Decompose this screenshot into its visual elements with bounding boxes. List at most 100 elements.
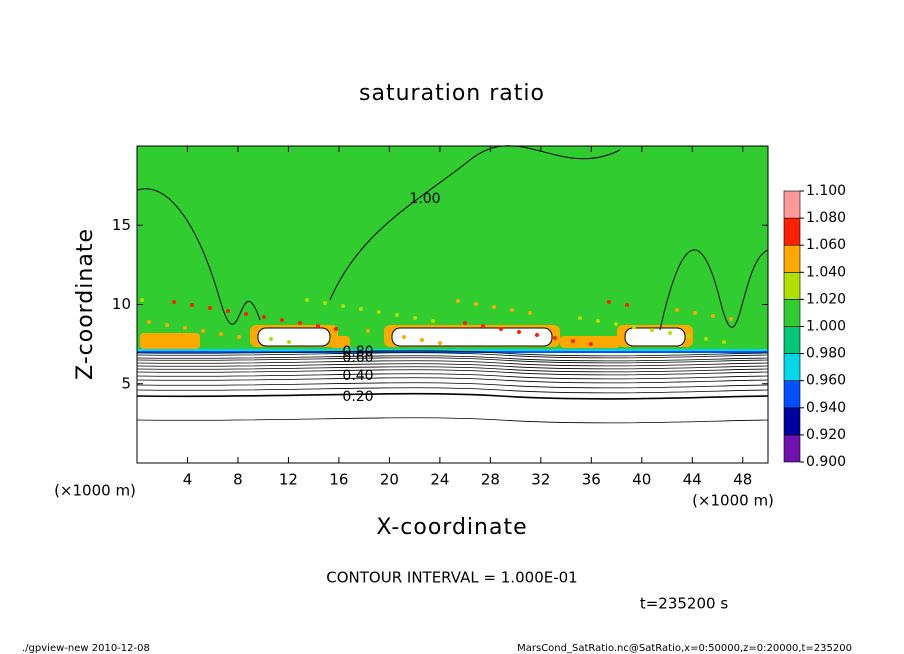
blob [553, 336, 557, 340]
contour-line [136, 350, 769, 357]
blob [607, 300, 611, 304]
x-tick-label: 48 [733, 471, 752, 489]
x-tick-label: 36 [582, 471, 601, 489]
contour-label: 0.60 [342, 350, 373, 366]
colorbar-box [783, 353, 801, 382]
colorbar-label: 1.080 [806, 210, 846, 226]
blob [632, 325, 636, 329]
blob [305, 298, 309, 302]
contour-line [136, 352, 769, 359]
blob [219, 332, 223, 336]
blob [402, 335, 406, 339]
colorbar-label: 1.040 [806, 264, 846, 280]
x-tick-label: 32 [531, 471, 550, 489]
blob [578, 316, 582, 320]
cloud [257, 327, 331, 347]
blob [201, 329, 205, 333]
blob [589, 342, 593, 346]
y-axis-label: Z-coordinate [73, 228, 98, 380]
blob [463, 321, 467, 325]
blob [298, 321, 302, 325]
x-tick-label: 40 [632, 471, 651, 489]
contour-line [136, 382, 769, 389]
blob [571, 339, 575, 343]
blob [722, 340, 726, 344]
colorbar-box [783, 244, 801, 273]
x-tick-label: 24 [430, 471, 449, 489]
field-dry [137, 352, 768, 463]
colorbar-box [783, 217, 801, 246]
blob [359, 307, 363, 311]
blob [140, 298, 144, 302]
colorbar-label: 1.100 [806, 183, 846, 199]
contour-line [136, 366, 769, 373]
colorbar-label: 0.920 [806, 427, 846, 443]
x-tick-label: 4 [183, 471, 193, 489]
x-tick-label: 16 [329, 471, 348, 489]
blob [510, 308, 514, 312]
blob [625, 303, 629, 307]
x-tick-label: 8 [233, 471, 243, 489]
cloud [624, 327, 686, 347]
blob [384, 332, 388, 336]
blob [438, 341, 442, 345]
contour-line [136, 387, 769, 394]
blob [596, 319, 600, 323]
x-tick-label: 28 [481, 471, 500, 489]
colorbar-box [783, 434, 801, 463]
band [137, 351, 768, 353]
footer-right: MarsCond_SatRatio.nc@SatRatio,x=0:50000,… [517, 643, 852, 654]
blob [316, 324, 320, 328]
colorbar-label: 0.940 [806, 400, 846, 416]
contour-label: 0.20 [342, 389, 373, 405]
contour-line [136, 360, 769, 367]
blob [729, 317, 733, 321]
colorbar-label: 0.980 [806, 346, 846, 362]
blob [323, 301, 327, 305]
blob [420, 338, 424, 342]
blob [334, 327, 338, 331]
blob [499, 327, 503, 331]
blob [614, 322, 618, 326]
blob [287, 340, 291, 344]
colorbar-label: 0.960 [806, 373, 846, 389]
blob [431, 319, 435, 323]
contour-line [136, 417, 769, 424]
warm-band [560, 336, 620, 348]
blob [413, 316, 417, 320]
blob [244, 312, 248, 316]
colorbar-box [783, 407, 801, 436]
colorbar-box [783, 326, 801, 354]
contour-label: 1.00 [409, 191, 440, 207]
blob [165, 323, 169, 327]
contour-line [136, 369, 769, 376]
contour-interval: CONTOUR INTERVAL = 1.000E-01 [326, 569, 577, 587]
blob [183, 326, 187, 330]
field-background [137, 146, 768, 352]
band [137, 349, 768, 351]
blob [262, 315, 266, 319]
contour-line [136, 392, 769, 400]
y-tick-label: 10 [112, 295, 131, 313]
x-unit: (×1000 m) [692, 492, 774, 510]
y-tick-label: 15 [112, 216, 131, 234]
blob [650, 328, 654, 332]
colorbar-label: 1.020 [806, 291, 846, 307]
time-label: t=235200 s [640, 595, 728, 613]
blob [237, 335, 241, 339]
colorbar-box [783, 299, 801, 327]
warm-band [330, 336, 350, 348]
blob [711, 314, 715, 318]
colorbar-box [783, 190, 801, 219]
blob [172, 300, 176, 304]
blob [395, 313, 399, 317]
blob [147, 320, 151, 324]
contour-line [136, 373, 769, 380]
x-tick-label: 44 [683, 471, 702, 489]
contour-line [136, 355, 769, 362]
colorbar-box [783, 380, 801, 409]
blob [481, 324, 485, 328]
blob [704, 337, 708, 341]
blob [686, 334, 690, 338]
